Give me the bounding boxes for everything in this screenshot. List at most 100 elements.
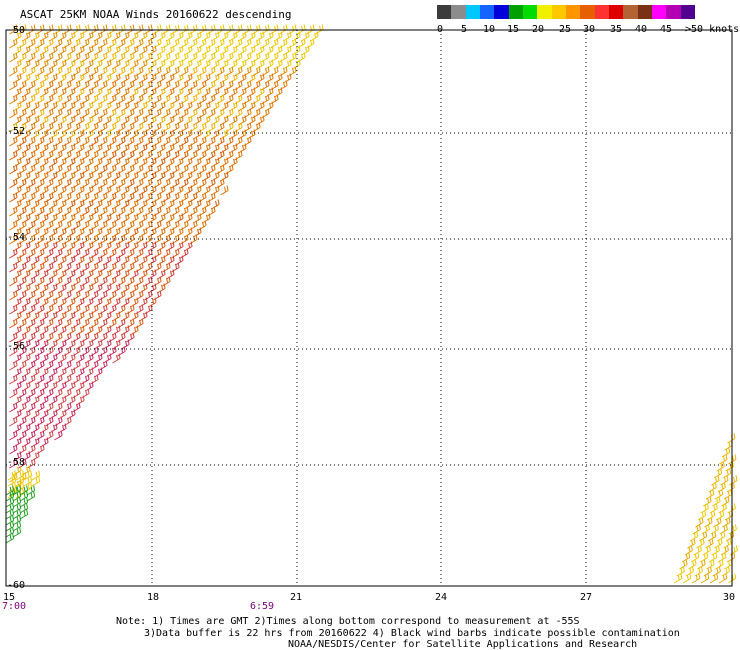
- wind-barb: [54, 276, 63, 287]
- wind-barb: [162, 206, 171, 217]
- wind-barb: [58, 227, 67, 238]
- wind-barb: [85, 213, 94, 224]
- wind-barb: [252, 80, 261, 91]
- wind-barb: [5, 503, 15, 514]
- wind-barb: [31, 353, 40, 364]
- wind-barb: [265, 101, 274, 112]
- wind-barb: [9, 360, 18, 371]
- wind-barb: [76, 45, 85, 56]
- wind-barb: [234, 52, 243, 63]
- wind-barb: [121, 101, 130, 112]
- wind-barbs: [5, 24, 738, 584]
- wind-barb: [171, 38, 180, 49]
- wind-barb: [198, 122, 207, 133]
- wind-barb: [45, 108, 54, 119]
- wind-barb: [18, 472, 27, 483]
- wind-barb: [45, 206, 54, 217]
- wind-barb: [40, 311, 49, 322]
- wind-barb: [49, 381, 58, 392]
- wind-barb: [81, 150, 90, 161]
- wind-barb: [117, 178, 126, 189]
- wind-barb: [243, 52, 252, 63]
- wind-barb: [9, 262, 18, 273]
- wind-barb: [261, 66, 270, 77]
- wind-barb: [5, 485, 15, 496]
- wind-barb: [72, 108, 81, 119]
- wind-barb: [22, 213, 31, 224]
- wind-barb: [148, 199, 157, 210]
- wind-barb: [252, 52, 261, 63]
- wind-barb: [135, 220, 144, 231]
- wind-barb: [139, 73, 148, 84]
- wind-barb: [58, 339, 67, 350]
- wind-barb: [81, 66, 90, 77]
- wind-barb: [45, 262, 54, 273]
- wind-barb: [103, 255, 112, 266]
- wind-barb: [144, 276, 153, 287]
- wind-barb: [198, 136, 207, 147]
- wind-barb: [108, 80, 117, 91]
- wind-barb: [49, 367, 58, 378]
- wind-barb: [54, 150, 63, 161]
- wind-barb: [27, 374, 36, 385]
- wind-barb: [157, 199, 166, 210]
- wind-barb: [9, 304, 18, 315]
- wind-barb: [85, 129, 94, 140]
- wind-barb: [153, 206, 162, 217]
- wind-barb: [193, 171, 202, 182]
- lon-label: 27: [580, 592, 593, 603]
- wind-barb: [13, 325, 22, 336]
- wind-barb: [261, 52, 270, 63]
- wind-barb: [117, 318, 126, 329]
- wind-barb: [54, 388, 63, 399]
- wind-barb: [198, 38, 207, 49]
- wind-barb: [18, 458, 27, 469]
- wind-barb: [189, 178, 198, 189]
- wind-barb: [234, 66, 243, 77]
- wind-barb: [36, 164, 45, 175]
- wind-barb: [9, 248, 18, 259]
- wind-barb: [13, 367, 22, 378]
- wind-barb: [135, 234, 144, 245]
- wind-barb: [67, 241, 76, 252]
- wind-barb: [99, 38, 108, 49]
- wind-barb: [31, 171, 40, 182]
- wind-barb: [157, 31, 166, 42]
- wind-barb: [18, 206, 27, 217]
- wind-barb: [40, 325, 49, 336]
- wind-barb: [121, 297, 130, 308]
- wind-barb: [130, 325, 139, 336]
- wind-barb: [54, 108, 63, 119]
- wind-barb: [112, 101, 121, 112]
- wind-barb: [63, 346, 72, 357]
- wind-barb: [211, 199, 220, 210]
- wind-barb: [49, 409, 58, 420]
- wind-barb: [117, 206, 126, 217]
- wind-barb: [90, 346, 99, 357]
- wind-barb: [135, 206, 144, 217]
- wind-barb: [45, 248, 54, 259]
- wind-barb: [225, 122, 234, 133]
- wind-barb: [67, 395, 76, 406]
- wind-barb: [58, 311, 67, 322]
- wind-barb: [99, 290, 108, 301]
- wind-barb: [225, 136, 234, 147]
- wind-barb: [135, 304, 144, 315]
- wind-barb: [211, 59, 220, 70]
- wind-barb: [139, 283, 148, 294]
- wind-barb: [36, 304, 45, 315]
- wind-barb: [225, 66, 234, 77]
- wind-barb: [162, 164, 171, 175]
- wind-barb: [171, 164, 180, 175]
- wind-barb: [9, 290, 18, 301]
- wind-barb: [256, 115, 265, 126]
- wind-barb: [198, 192, 207, 203]
- wind-barb: [256, 59, 265, 70]
- wind-barb: [198, 80, 207, 91]
- wind-barb: [166, 143, 175, 154]
- wind-barb: [40, 213, 49, 224]
- wind-barb: [49, 101, 58, 112]
- wind-barb: [36, 136, 45, 147]
- wind-barb: [22, 185, 31, 196]
